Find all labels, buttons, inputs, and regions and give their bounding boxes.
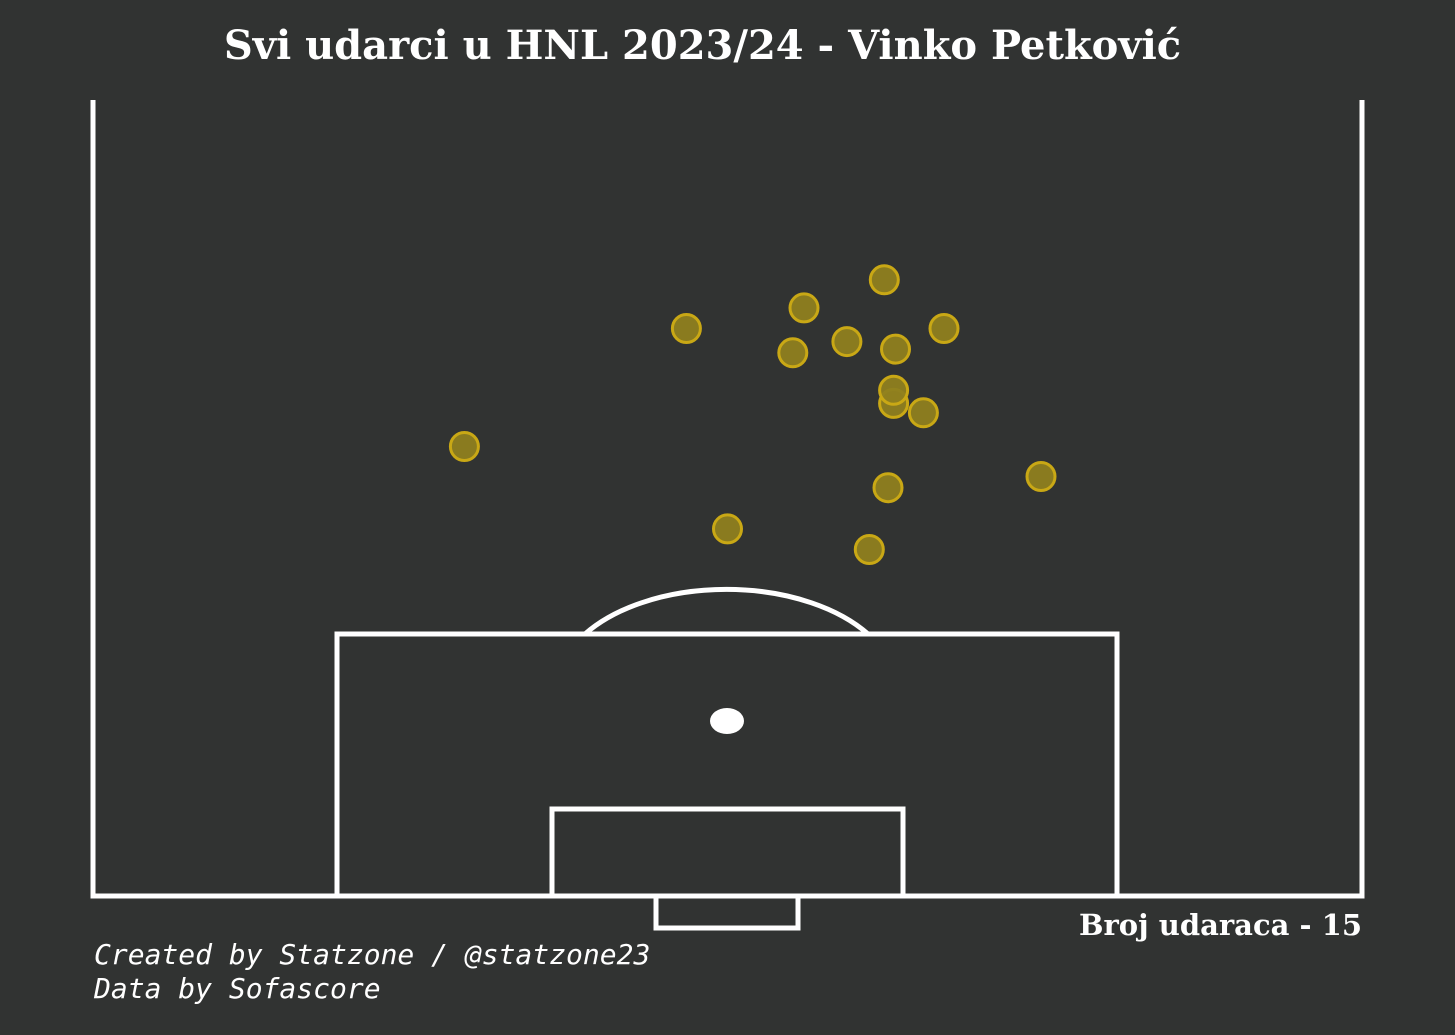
- shot-marker-9: [777, 337, 809, 369]
- shot-marker-12: [670, 313, 702, 344]
- shot-marker-8: [907, 397, 939, 429]
- credits: Created by Statzone / @statzone23 Data b…: [94, 938, 650, 1006]
- chart-title: Svi udarci u HNL 2023/24 - Vinko Petkovi…: [223, 22, 1182, 69]
- penalty-spot: [710, 708, 744, 734]
- shot-markers: [448, 264, 1057, 565]
- shot-marker-11: [880, 333, 911, 365]
- shot-marker-15: [868, 264, 900, 296]
- shot-marker-3: [448, 431, 480, 462]
- data-source-text: Data by Sofascore: [94, 972, 381, 1005]
- shot-marker-10: [831, 326, 863, 358]
- goal: [653, 896, 801, 931]
- created-by-text: Created by Statzone / @statzone23: [94, 938, 651, 971]
- six-yard-box: [549, 806, 906, 896]
- penalty-area: [334, 631, 1120, 896]
- shot-marker-14: [788, 292, 820, 324]
- shot-count-label: Broj udaraca - 15: [1079, 908, 1362, 942]
- touchline-and-goal-line: [90, 100, 1365, 899]
- shot-marker-5: [1025, 461, 1057, 492]
- shot-marker-7: [878, 374, 910, 406]
- pitch-lines: [90, 100, 1365, 931]
- shot-marker-13: [928, 313, 960, 344]
- shot-marker-4: [872, 472, 904, 504]
- shot-marker-2: [712, 513, 743, 545]
- penalty-arc: [583, 586, 870, 636]
- shot-marker-1: [853, 534, 885, 565]
